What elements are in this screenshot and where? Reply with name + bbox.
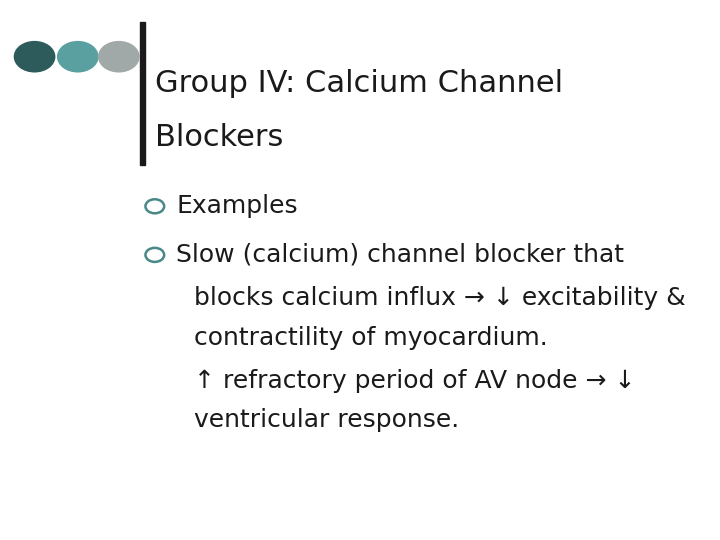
Text: Slow (calcium) channel blocker that: Slow (calcium) channel blocker that	[176, 243, 624, 267]
Text: ↑ refractory period of AV node → ↓: ↑ refractory period of AV node → ↓	[194, 369, 636, 393]
Text: blocks calcium influx → ↓ excitability &: blocks calcium influx → ↓ excitability &	[194, 286, 686, 310]
Circle shape	[58, 42, 98, 72]
Text: ventricular response.: ventricular response.	[194, 408, 459, 432]
Text: Group IV: Calcium Channel: Group IV: Calcium Channel	[155, 69, 563, 98]
Text: Examples: Examples	[176, 194, 298, 218]
Text: Blockers: Blockers	[155, 123, 283, 152]
Circle shape	[99, 42, 139, 72]
Text: contractility of myocardium.: contractility of myocardium.	[194, 326, 548, 349]
Bar	[140, 22, 145, 165]
Circle shape	[14, 42, 55, 72]
